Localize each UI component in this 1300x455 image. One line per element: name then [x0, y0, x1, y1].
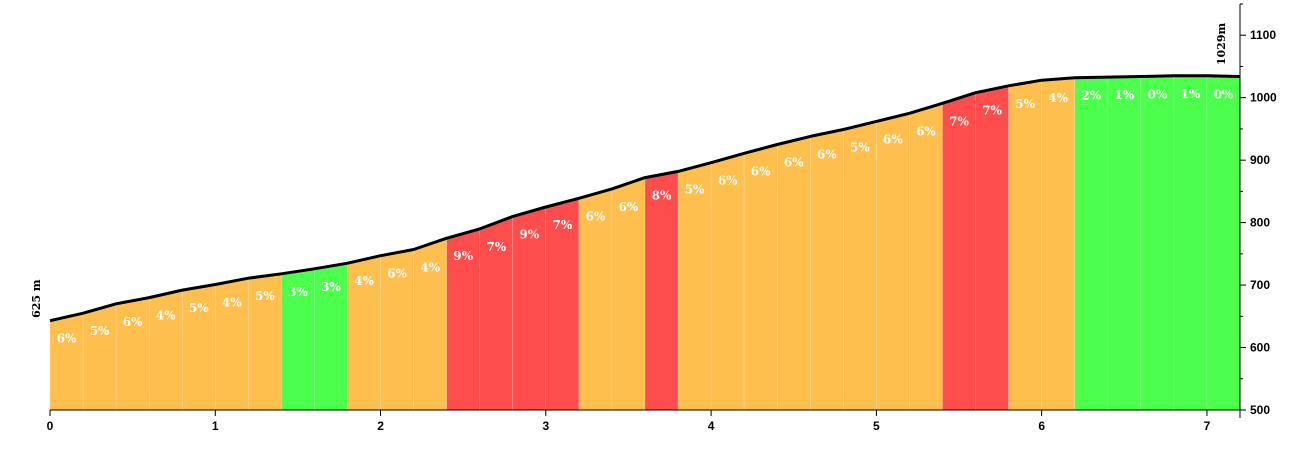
- grade-segments: [49, 75, 1241, 411]
- grade-segment: [843, 121, 877, 411]
- grade-label: 6%: [751, 164, 771, 178]
- grade-label: 4%: [354, 274, 374, 288]
- grade-segment: [909, 102, 943, 411]
- y-tick-label: 1100: [1250, 28, 1276, 42]
- grade-label: 5%: [685, 182, 705, 196]
- grade-labels: 6% 5% 6% 4% 5% 4% 5% 3% 3% 4% 6% 4% 9% 7% 9% 7% 6% 6% 8% 5%…: [57, 87, 1234, 346]
- x-tick-label: 2: [377, 419, 384, 433]
- grade-label: 6%: [586, 209, 606, 223]
- grade-label: 4%: [156, 309, 176, 323]
- grade-label: 1%: [1181, 87, 1201, 101]
- grade-label: 1%: [1114, 88, 1134, 102]
- grade-label: 5%: [90, 324, 110, 338]
- x-tick-label: 4: [708, 419, 715, 433]
- grade-segment: [644, 171, 679, 411]
- grade-label: 5%: [189, 301, 209, 315]
- elevation-profile-line: [49, 74, 1241, 323]
- y-tick-label: 800: [1250, 216, 1270, 230]
- grade-label: 4%: [222, 295, 242, 309]
- y-tick-label: 1000: [1250, 91, 1277, 105]
- grade-label: 8%: [652, 189, 672, 203]
- grade-label: 3%: [288, 285, 308, 299]
- x-tick-label: 3: [542, 419, 549, 433]
- grade-label: 0%: [1214, 87, 1234, 101]
- grade-segment: [1041, 77, 1076, 411]
- grade-label: 7%: [552, 218, 572, 232]
- grade-label: 3%: [321, 280, 341, 294]
- grade-label: 5%: [255, 289, 275, 303]
- grade-segment: [776, 136, 811, 411]
- grade-label: 7%: [949, 114, 969, 128]
- grade-label: 6%: [387, 267, 407, 281]
- grade-label: 6%: [817, 147, 837, 161]
- y-tick-label: 700: [1250, 278, 1270, 292]
- grade-label: 7%: [486, 240, 506, 254]
- grade-label: 0%: [1147, 87, 1167, 101]
- grade-label: 6%: [784, 156, 804, 170]
- grade-label: 6%: [123, 315, 143, 329]
- grade-label: 5%: [1015, 97, 1035, 111]
- grade-segment: [82, 303, 117, 411]
- grade-label: 9%: [519, 227, 539, 241]
- grade-label: 6%: [883, 132, 903, 146]
- grade-segment: [1074, 76, 1109, 411]
- grade-segment: [1173, 75, 1208, 411]
- grade-segment: [49, 312, 84, 411]
- grade-segment: [809, 129, 844, 411]
- grade-label: 2%: [1081, 89, 1101, 103]
- grade-segment: [1140, 75, 1175, 411]
- grade-label: 4%: [1048, 91, 1068, 105]
- x-axis: 0 1 2 3 4 5 6 7: [47, 409, 1240, 433]
- grade-label: 9%: [453, 249, 473, 263]
- grade-segment: [942, 92, 976, 411]
- grade-label: 6%: [916, 124, 936, 138]
- grade-segment: [1008, 79, 1042, 411]
- grade-segment: [975, 85, 1009, 411]
- x-tick-label: 6: [1038, 419, 1045, 433]
- y-axis: 500 600 700 800 900 1000 1100: [1239, 3, 1277, 418]
- grade-label: 6%: [718, 174, 738, 188]
- grade-label: 6%: [57, 332, 77, 346]
- grade-label: 4%: [420, 260, 440, 274]
- x-tick-label: 1: [212, 419, 219, 433]
- grade-segment: [1206, 75, 1241, 411]
- y-tick-label: 900: [1250, 153, 1270, 167]
- grade-segment: [1107, 76, 1142, 411]
- end-elevation-label: 1029m: [1215, 23, 1228, 66]
- y-tick-label: 600: [1250, 341, 1270, 355]
- grade-segment: [710, 152, 745, 411]
- grade-label: 5%: [850, 141, 870, 155]
- start-elevation-label: 625 m: [30, 279, 43, 318]
- x-tick-label: 0: [47, 419, 54, 433]
- grade-label: 7%: [982, 104, 1002, 118]
- grade-segment: [677, 162, 712, 411]
- x-tick-label: 7: [1204, 419, 1211, 433]
- y-tick-label: 500: [1250, 403, 1270, 417]
- grade-label: 6%: [619, 200, 639, 214]
- grade-segment: [876, 112, 910, 411]
- x-tick-label: 5: [873, 419, 880, 433]
- grade-segment: [743, 144, 778, 411]
